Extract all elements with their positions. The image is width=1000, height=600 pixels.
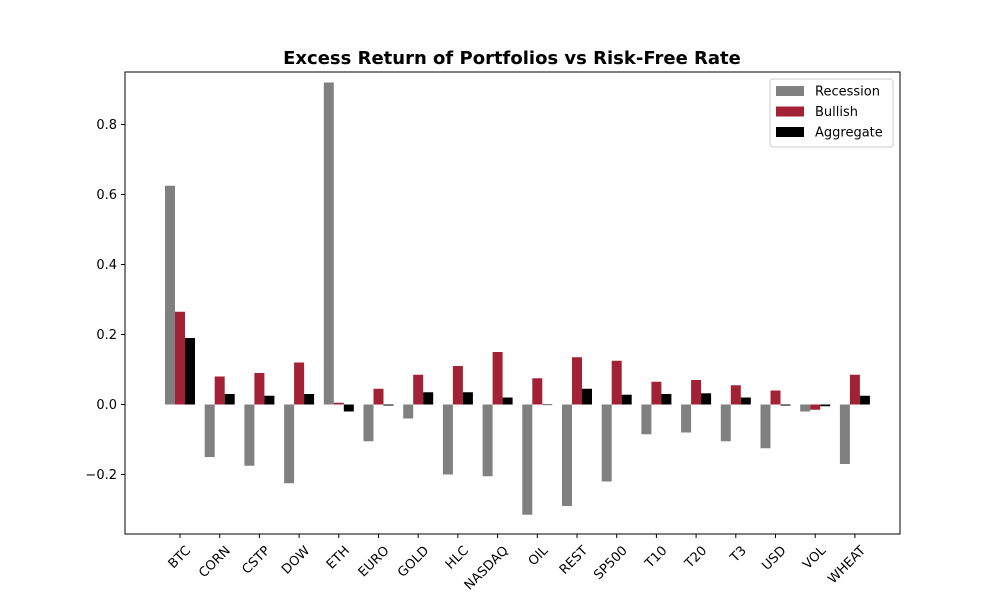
bar-recession-usd	[760, 404, 771, 449]
bar-bullish-usd	[770, 390, 781, 405]
bar-bullish-euro	[373, 388, 384, 405]
bar-bullish-eth	[333, 402, 344, 405]
bar-bullish-t3	[730, 385, 741, 405]
bar-recession-oil	[522, 404, 533, 515]
legend: Recession Bullish Aggregate	[769, 78, 894, 148]
x-tick-label-dow: DOW	[279, 543, 313, 577]
bar-aggregate-usd	[780, 404, 791, 406]
legend-swatch-bullish	[776, 106, 804, 117]
bar-aggregate-gold	[423, 392, 434, 405]
bar-aggregate-cstp	[264, 395, 275, 405]
y-tick-label: −0.2	[85, 468, 117, 483]
legend-swatch-aggregate	[776, 127, 804, 137]
y-tick-label: 0.0	[96, 398, 117, 413]
bar-bullish-cstp	[254, 373, 265, 405]
bar-recession-sp500	[601, 404, 612, 482]
bar-bullish-sp500	[611, 360, 622, 405]
x-tick-label-wheat: WHEAT	[825, 543, 869, 587]
bar-aggregate-euro	[383, 404, 394, 406]
bar-aggregate-wheat	[859, 395, 870, 405]
bar-aggregate-vol	[820, 404, 831, 407]
plot-frame	[124, 71, 901, 535]
bar-aggregate-sp500	[621, 394, 632, 405]
bar-aggregate-rest	[582, 388, 592, 405]
bar-aggregate-btc	[185, 338, 195, 405]
bar-aggregate-t20	[701, 393, 712, 405]
x-tick-label-t3: T3	[727, 543, 750, 566]
bar-bullish-hlc	[452, 366, 463, 405]
x-tick-label-usd: USD	[759, 543, 789, 573]
bar-recession-euro	[363, 404, 374, 442]
x-tick-label-vol: VOL	[800, 543, 830, 573]
bar-recession-eth	[323, 82, 334, 405]
bar-recession-t10	[641, 404, 652, 435]
x-tick-label-eth: ETH	[324, 543, 353, 572]
bar-bullish-vol	[810, 404, 821, 410]
bar-recession-nasdaq	[482, 404, 493, 477]
legend-label-bullish: Bullish	[815, 105, 858, 120]
x-tick-label-rest: REST	[557, 543, 591, 577]
bar-recession-wheat	[839, 404, 850, 464]
bar-recession-t20	[681, 404, 692, 433]
bar-aggregate-nasdaq	[502, 397, 513, 405]
bar-bullish-oil	[532, 378, 543, 405]
bar-bullish-rest	[572, 357, 582, 405]
bar-aggregate-corn	[224, 394, 235, 405]
bar-recession-btc	[165, 185, 175, 405]
y-tick-label: 0.2	[96, 328, 117, 343]
bar-bullish-nasdaq	[492, 352, 503, 405]
y-tick-label: 0.4	[96, 258, 117, 273]
bar-recession-t3	[720, 404, 731, 442]
bar-aggregate-t3	[740, 397, 751, 405]
y-tick-label: 0.8	[96, 118, 117, 133]
bar-aggregate-dow	[304, 394, 315, 405]
bar-aggregate-t10	[661, 394, 672, 405]
x-tick-label-oil: OIL	[526, 543, 552, 569]
legend-label-recession: Recession	[815, 85, 880, 100]
bars-layer	[165, 82, 870, 515]
x-tick-label-t20: T20	[682, 543, 711, 572]
x-tick-label-sp500: SP500	[591, 543, 631, 583]
y-tick-label: 0.6	[96, 188, 117, 203]
legend-swatch-recession	[776, 86, 804, 96]
bar-bullish-t20	[691, 380, 702, 405]
bar-aggregate-hlc	[462, 392, 473, 405]
bar-recession-rest	[562, 404, 572, 506]
bar-recession-vol	[800, 404, 811, 412]
bar-bullish-corn	[214, 376, 225, 405]
bar-recession-cstp	[244, 404, 255, 466]
chart-title: Excess Return of Portfolios vs Risk-Free…	[283, 48, 741, 69]
x-tick-label-euro: EURO	[356, 543, 393, 580]
x-tick-label-cstp: CSTP	[239, 543, 273, 577]
legend-label-aggregate: Aggregate	[815, 126, 883, 141]
axes-layer: −0.2 0.0 0.2 0.4 0.6 0.8 BTC CORN CSTP DOW ETH EURO…	[85, 71, 901, 593]
bar-recession-corn	[204, 404, 215, 457]
bar-bullish-wheat	[849, 374, 860, 405]
bar-recession-gold	[403, 404, 414, 419]
x-tick-label-t10: T10	[642, 543, 671, 572]
x-tick-label-corn: CORN	[196, 543, 234, 581]
bar-bullish-btc	[175, 311, 185, 405]
bar-aggregate-oil	[542, 404, 553, 406]
x-tick-label-nasdaq: NASDAQ	[462, 543, 512, 593]
x-tick-label-hlc: HLC	[443, 543, 472, 572]
x-tick-label-gold: GOLD	[395, 543, 432, 580]
bar-recession-dow	[284, 404, 295, 484]
bar-aggregate-eth	[343, 404, 354, 412]
x-tick-label-btc: BTC	[166, 543, 194, 571]
bar-bullish-t10	[651, 381, 662, 405]
bar-bullish-gold	[413, 374, 424, 405]
bar-bullish-dow	[294, 362, 305, 405]
bar-recession-hlc	[442, 404, 453, 475]
